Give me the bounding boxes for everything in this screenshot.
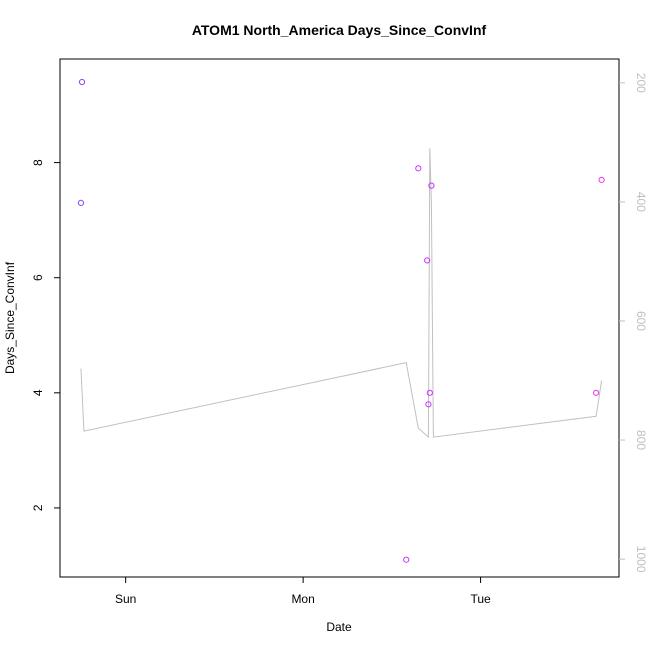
- data-point: [424, 257, 431, 264]
- y-axis-label: Days_Since_ConvInf: [3, 261, 17, 374]
- data-point: [78, 78, 86, 86]
- data-point: [77, 199, 85, 206]
- point-series-layer: [77, 78, 605, 563]
- x-axis-label: Date: [326, 620, 352, 634]
- data-point: [428, 182, 435, 189]
- y-axis-right: 200 400 600 800 1000: [619, 73, 648, 573]
- data-point: [403, 556, 410, 563]
- right-tick-label: 200: [634, 73, 648, 93]
- y-tick-label: 6: [31, 274, 45, 281]
- y-axis-left: 2 4 6 8: [31, 159, 60, 511]
- data-point: [415, 165, 422, 172]
- x-axis: Sun Mon Tue: [115, 577, 491, 606]
- right-tick-label: 600: [634, 311, 648, 331]
- line-series-layer: [80, 148, 603, 439]
- y-tick-label: 2: [31, 504, 45, 511]
- x-tick-label: Tue: [470, 592, 491, 606]
- right-tick-label: 800: [634, 430, 648, 450]
- plot-frame: [59, 58, 620, 578]
- chart-title: ATOM1 North_America Days_Since_ConvInf: [192, 22, 487, 38]
- right-tick-label: 1000: [634, 546, 648, 573]
- right-tick-label: 400: [634, 192, 648, 212]
- data-point: [425, 401, 432, 408]
- data-point: [598, 176, 605, 183]
- line-series: [80, 148, 603, 439]
- x-tick-label: Sun: [115, 592, 136, 606]
- y-tick-label: 8: [31, 159, 45, 166]
- x-tick-label: Mon: [291, 592, 314, 606]
- data-point: [426, 389, 433, 396]
- y-tick-label: 4: [31, 389, 45, 396]
- data-point: [593, 389, 600, 396]
